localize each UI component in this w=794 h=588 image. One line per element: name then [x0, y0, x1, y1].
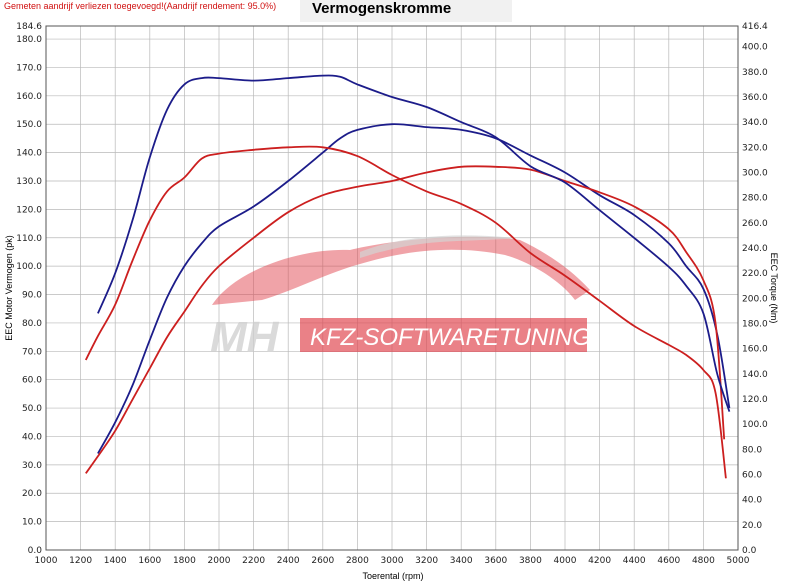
left-tick-label: 140.0: [16, 149, 42, 159]
x-tick-label: 2800: [346, 556, 369, 566]
x-tick-labels: 1000 1200 1400 1600 1800 2000 2200 2400 2600 2800…: [35, 556, 750, 566]
x-tick-label: 4800: [692, 556, 715, 566]
left-axis-label: EEC Motor Vermogen (pk): [4, 235, 14, 341]
x-axis-label: Toerental (rpm): [362, 571, 423, 581]
right-axis-max-label: 416.4: [742, 22, 768, 32]
left-tick-label: 10.0: [22, 518, 42, 528]
watermark-car-outline: [212, 236, 590, 305]
left-axis-max-label: 184.6: [16, 22, 42, 32]
x-tick-label: 2600: [311, 556, 334, 566]
right-tick-label: 120.0: [742, 395, 768, 405]
title-background: [300, 0, 512, 22]
x-tick-label: 3800: [519, 556, 542, 566]
watermark-logo: MH KFZ-SOFTWARETUNING: [210, 235, 591, 362]
x-tick-label: 3000: [381, 556, 404, 566]
right-tick-label: 140.0: [742, 370, 768, 380]
left-tick-label: 120.0: [16, 205, 42, 215]
x-tick-label: 4200: [588, 556, 611, 566]
chart-title: Vermogenskromme: [312, 0, 452, 17]
right-tick-label: 100.0: [742, 420, 768, 430]
x-tick-label: 4600: [657, 556, 680, 566]
power-curve-blue: [97, 123, 731, 454]
power-curve-red: [85, 165, 726, 474]
right-tick-label: 400.0: [742, 43, 768, 53]
torque-curve-red: [84, 145, 727, 479]
plot-border: [45, 25, 739, 551]
left-tick-labels: 0.0 10.0 20.0 30.0 40.0 50.0 60.0 70.0 80.0 90.0 1…: [16, 22, 42, 556]
right-tick-label: 320.0: [742, 143, 768, 153]
left-tick-label: 80.0: [22, 319, 42, 329]
left-tick-label: 30.0: [22, 461, 42, 471]
left-tick-label: 70.0: [22, 347, 42, 357]
right-tick-label: 160.0: [742, 345, 768, 355]
right-tick-label: 20.0: [742, 521, 762, 531]
right-tick-label: 260.0: [742, 219, 768, 229]
torque-curve-blue: [97, 74, 731, 412]
left-tick-label: 100.0: [16, 262, 42, 272]
left-tick-label: 0.0: [28, 546, 43, 556]
x-tick-label: 4400: [623, 556, 646, 566]
right-tick-label: 380.0: [742, 68, 768, 78]
right-tick-label: 280.0: [742, 194, 768, 204]
right-tick-label: 200.0: [742, 294, 768, 304]
left-tick-label: 130.0: [16, 177, 42, 187]
left-tick-label: 40.0: [22, 432, 42, 442]
right-tick-label: 0.0: [742, 546, 757, 556]
left-tick-label: 150.0: [16, 120, 42, 130]
x-tick-label: 3200: [415, 556, 438, 566]
x-tick-label: 1400: [104, 556, 127, 566]
left-tick-label: 20.0: [22, 489, 42, 499]
x-tick-label: 1600: [138, 556, 161, 566]
left-tick-label: 170.0: [16, 63, 42, 73]
x-tick-label: 3400: [450, 556, 473, 566]
x-tick-label: 1200: [69, 556, 92, 566]
x-tick-label: 5000: [727, 556, 750, 566]
right-tick-label: 240.0: [742, 244, 768, 254]
right-tick-label: 360.0: [742, 93, 768, 103]
x-tick-label: 2200: [242, 556, 265, 566]
right-axis-label: EEC Torque (Nm): [769, 253, 779, 324]
left-tick-label: 90.0: [22, 291, 42, 301]
right-tick-labels: 0.0 20.0 40.0 60.0 80.0 100.0 120.0 140.0 160.0 1…: [742, 22, 768, 556]
watermark-brand-right: KFZ-SOFTWARETUNING: [310, 324, 591, 351]
right-tick-label: 60.0: [742, 470, 762, 480]
x-tick-label: 1800: [173, 556, 196, 566]
right-tick-label: 180.0: [742, 319, 768, 329]
right-tick-label: 80.0: [742, 445, 762, 455]
watermark-band: [300, 318, 587, 352]
chart-grid: [45, 26, 739, 551]
x-tick-label: 3600: [484, 556, 507, 566]
right-tick-label: 340.0: [742, 118, 768, 128]
x-tick-label: 1000: [35, 556, 58, 566]
title-bar: Gemeten aandrijf verliezen toegevoegd!(A…: [0, 0, 794, 22]
left-tick-label: 110.0: [16, 234, 42, 244]
x-tick-label: 2000: [208, 556, 231, 566]
x-tick-label: 2400: [277, 556, 300, 566]
watermark-brand-left: MH: [210, 313, 280, 362]
right-tick-label: 40.0: [742, 496, 762, 506]
left-tick-label: 60.0: [22, 376, 42, 386]
left-tick-label: 180.0: [16, 35, 42, 45]
plot-frame: [45, 25, 739, 551]
x-tick-label: 4000: [554, 556, 577, 566]
chart-series: [84, 74, 731, 479]
right-tick-label: 220.0: [742, 269, 768, 279]
right-tick-label: 300.0: [742, 168, 768, 178]
left-tick-label: 160.0: [16, 92, 42, 102]
drivetrain-loss-notice: Gemeten aandrijf verliezen toegevoegd!(A…: [4, 1, 277, 11]
left-tick-label: 50.0: [22, 404, 42, 414]
watermark-car-roof: [360, 235, 515, 258]
